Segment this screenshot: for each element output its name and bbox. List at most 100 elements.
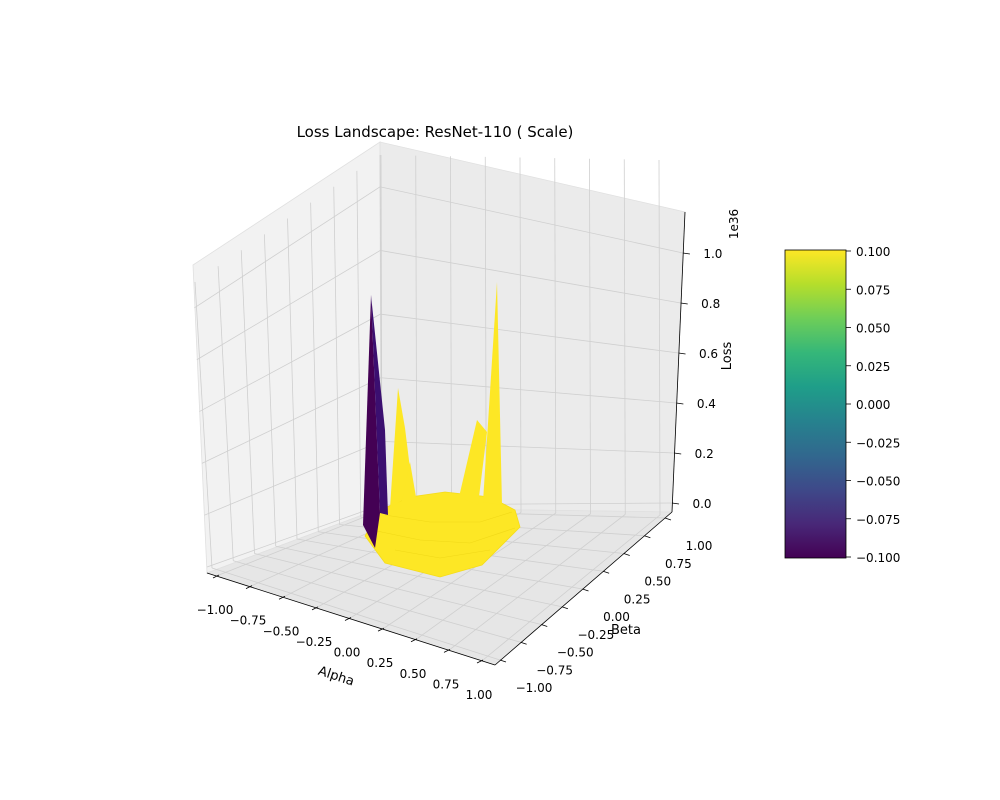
y-tick-label: 0.50 [644, 575, 671, 589]
z-tick-label: 0.2 [695, 447, 714, 461]
x-tick-mark [245, 585, 253, 589]
back-pane [379, 141, 686, 513]
colorbar-tick-label: 0.025 [856, 360, 890, 374]
floor-grid-line [233, 560, 521, 643]
x-tick-label: −0.50 [263, 624, 300, 638]
left-grid-line [240, 250, 255, 554]
y-axis-label: Beta [611, 623, 641, 638]
y-tick-label: 1.00 [686, 539, 713, 553]
x-tick-label: −0.75 [230, 614, 267, 628]
y-tick-mark [623, 553, 630, 556]
colorbar-tick-label: −0.050 [856, 475, 900, 489]
axis-lines [206, 211, 686, 666]
y-tick-label: −0.50 [557, 646, 594, 660]
floor-grid-line [416, 513, 591, 640]
z-grid-line [199, 313, 679, 412]
floor-grid-line [383, 512, 556, 629]
x-tick-label: 0.25 [367, 656, 394, 670]
x-tick-label: 0.75 [433, 677, 460, 691]
colorbar-tick-label: −0.025 [856, 436, 900, 450]
z-tick-label: 0.0 [692, 497, 711, 511]
y-tick-mark [602, 570, 610, 574]
back-grid-line [450, 156, 452, 512]
x-tick-label: 0.50 [400, 667, 427, 681]
colorbar-tick-label: −0.075 [856, 513, 900, 527]
floor-grid-line [254, 553, 542, 625]
z-tick-label: 0.6 [699, 347, 718, 361]
y-tick-mark [582, 588, 589, 592]
y-tick-mark [664, 517, 672, 521]
z-tick-label: 1.0 [703, 247, 722, 261]
colorbar-tick-label: 0.100 [856, 245, 890, 259]
back-grid-line [554, 158, 557, 514]
z-tick-mark [676, 402, 684, 405]
y-tick-mark [499, 659, 507, 663]
x-tick-mark [212, 574, 220, 579]
x-tick-mark [311, 606, 319, 611]
x-tick-mark [443, 649, 451, 653]
floor-grid-line [275, 545, 562, 608]
x-tick-mark [377, 627, 385, 632]
chart-title: Loss Landscape: ResNet-110 ( Scale) [297, 123, 574, 141]
y-tick-mark [541, 624, 548, 627]
x-tick-mark [476, 659, 484, 664]
z-axis-label: Loss [720, 342, 735, 371]
left-grid-line [263, 234, 277, 547]
left-grid-line [194, 281, 213, 569]
z-tick-mark [680, 302, 688, 305]
tick-marks: −1.00−0.75−0.50−0.250.000.250.500.751.00… [197, 247, 723, 702]
y-tick-label: −1.00 [516, 681, 553, 695]
z-grid-line [194, 186, 683, 309]
z-grid-line [201, 377, 677, 464]
surface-spike-yellow [459, 420, 487, 505]
surface-spike-dark [363, 295, 380, 548]
y-tick-label: 0.25 [624, 592, 651, 606]
y-tick-label: 0.75 [665, 557, 692, 571]
x-tick-mark [278, 595, 286, 600]
colorbar-tick-label: 0.050 [856, 322, 890, 336]
y-tick-mark [644, 535, 651, 539]
back-grid-line [415, 155, 418, 511]
z-tick-mark [682, 252, 690, 255]
left-grid-line [310, 202, 319, 532]
back-grid-line [623, 159, 626, 515]
x-axis-label: Alpha [316, 664, 356, 690]
colorbar-tick-label: −0.100 [856, 551, 900, 565]
colorbar [784, 249, 847, 559]
colorbar-tick-label: 0.000 [856, 398, 890, 412]
y-axis-line [494, 511, 673, 666]
floor-grid-line [482, 514, 661, 661]
surface-mesh-line [394, 549, 491, 559]
back-grid-line [658, 159, 661, 516]
z-tick-mark [678, 352, 686, 355]
colorbar-ticks: 0.100 0.075 0.050 0.025 0.000 −0.025 −0.050 −0.… [846, 245, 900, 565]
surface-spike-dark-shade [371, 295, 388, 515]
surface-mesh-line [371, 527, 516, 544]
surface-mesh-line [384, 511, 513, 523]
x-tick-label: 1.00 [466, 688, 493, 702]
surface-spike-yellow [483, 282, 502, 505]
x-tick-label: −0.25 [296, 635, 333, 649]
y-tick-mark [561, 606, 569, 610]
z-grid-line [196, 250, 681, 361]
colorbar-tick-label: 0.075 [856, 283, 890, 297]
left-grid-line [287, 218, 298, 540]
z-axis-offset: 1e36 [727, 209, 741, 239]
z-tick-label: 0.8 [701, 297, 720, 311]
floor-grid-line [211, 567, 501, 661]
y-tick-label: 0.00 [603, 610, 630, 624]
back-grid-line [589, 158, 591, 514]
z-tick-mark [671, 502, 680, 505]
x-axis-line [206, 572, 496, 666]
x-tick-mark [344, 617, 352, 621]
x-tick-label: 0.00 [334, 646, 361, 660]
x-tick-mark [410, 638, 418, 643]
loss-surface [363, 282, 521, 578]
left-grid-line [333, 186, 340, 525]
left-grid-line [217, 266, 234, 561]
back-grid-line [519, 157, 522, 513]
floor-grid-line [449, 514, 626, 650]
y-tick-label: −0.25 [577, 628, 614, 642]
y-tick-mark [520, 641, 527, 645]
